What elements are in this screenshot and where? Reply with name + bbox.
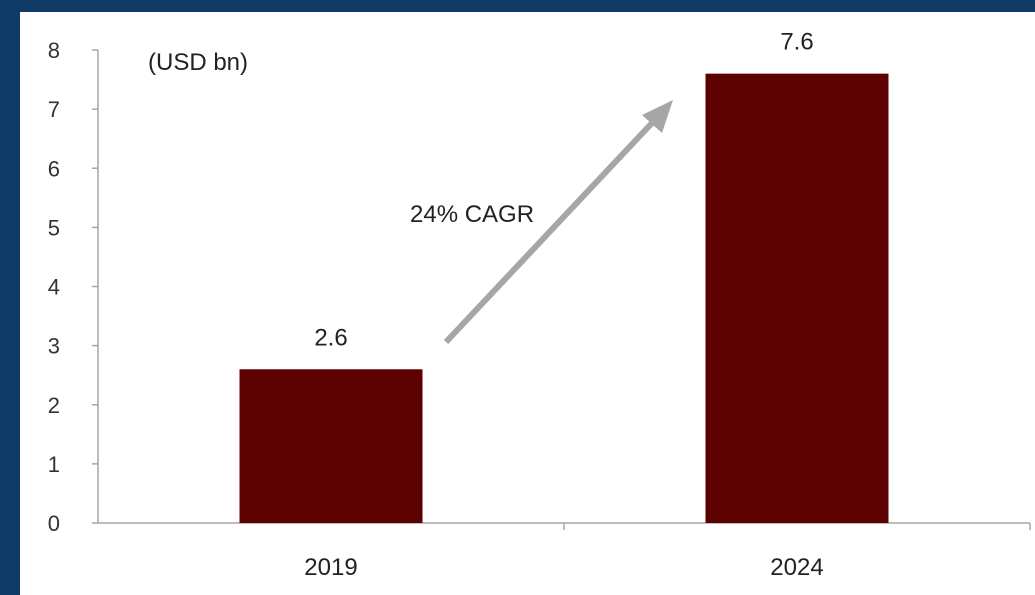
- x-tick-label-2024: 2024: [770, 554, 823, 581]
- y-tick-label-0: 0: [48, 511, 60, 536]
- x-axis-labels: 2019 2024: [304, 523, 1031, 581]
- arrow-head: [642, 100, 673, 133]
- unit-label: (USD bn): [148, 49, 248, 76]
- y-tick-label-7: 7: [48, 97, 60, 122]
- y-tick-label-1: 1: [48, 452, 60, 477]
- y-tick-label-2: 2: [48, 393, 60, 418]
- y-tick-label-4: 4: [48, 275, 60, 300]
- y-tick-label-5: 5: [48, 215, 60, 240]
- y-tick-label-3: 3: [48, 334, 60, 359]
- chart-frame: 0 1 2 3 4 5 6 7 8 2.6 7.6 2019 2024 (USD bn) 24% C…: [20, 12, 1035, 595]
- bar-2024[interactable]: [705, 73, 889, 524]
- bar-2019[interactable]: [239, 369, 423, 523]
- value-label-2019: 2.6: [314, 324, 347, 351]
- bar-chart: 0 1 2 3 4 5 6 7 8 2.6 7.6 2019 2024 (USD bn) 24% C…: [48, 29, 1031, 581]
- cagr-annotation: 24% CAGR: [410, 201, 534, 228]
- arrow-shaft: [443, 120, 655, 345]
- y-tick-label-8: 8: [48, 38, 60, 63]
- y-tick-label-6: 6: [48, 156, 60, 181]
- growth-arrow: [443, 100, 673, 345]
- bars: 2.6 7.6: [239, 29, 889, 524]
- value-label-2024: 7.6: [780, 29, 813, 56]
- x-tick-label-2019: 2019: [304, 554, 357, 581]
- y-axis-ticks: 0 1 2 3 4 5 6 7 8: [48, 38, 98, 536]
